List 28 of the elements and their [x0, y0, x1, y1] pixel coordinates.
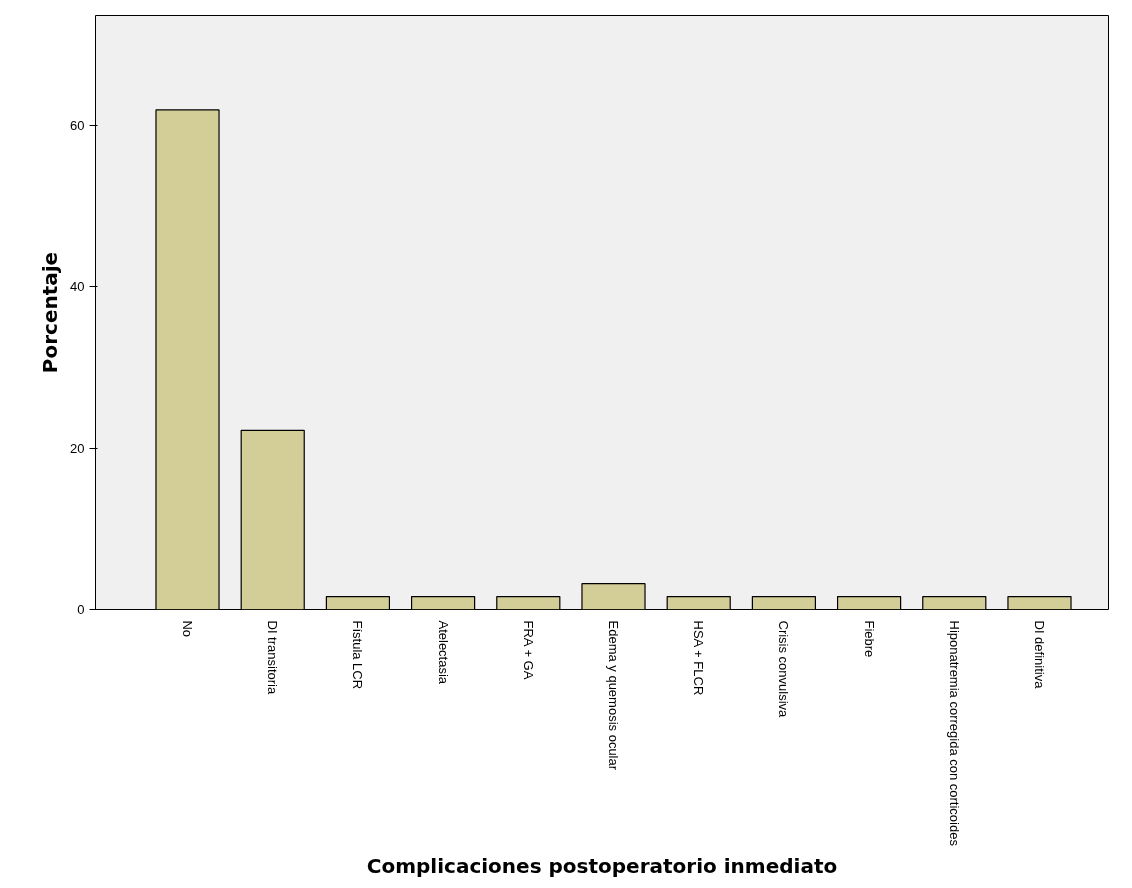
bar [922, 595, 987, 610]
x-tick-label: HSA + FLCR [691, 620, 707, 696]
x-axis-title: Complicaciones postoperatorio inmediato [366, 853, 838, 878]
bar [581, 583, 646, 610]
y-tick-label: 0 [77, 602, 85, 617]
x-tick-label: Atelectasia [435, 620, 451, 685]
bar [240, 429, 305, 610]
bar [836, 595, 902, 610]
x-tick-label: Crisis convulsiva [776, 620, 792, 719]
x-tick-label: DI transitoria [265, 620, 281, 695]
x-tick-label: Edema y quemosis ocular [606, 620, 621, 771]
y-tick-label: 60 [70, 117, 85, 133]
bar [1007, 595, 1072, 610]
bar [666, 595, 731, 610]
x-tick-label: Fiebre [861, 620, 877, 658]
x-tick-label: FRA + GA [520, 620, 536, 680]
x-tick-label: DI definitiva [1031, 620, 1047, 690]
bar [155, 109, 220, 610]
bar [496, 595, 561, 610]
bar [751, 595, 817, 610]
x-tick-label: No [180, 620, 196, 638]
x-tick-label: Hiponatremia corregida con corticoides [946, 620, 962, 847]
bar [325, 595, 391, 610]
y-tick-label: 40 [70, 279, 85, 295]
x-tick-label: Fístula LCR [350, 620, 366, 690]
bar [410, 595, 476, 610]
y-axis-title: Porcentaje [38, 251, 63, 374]
y-tick-label: 20 [70, 440, 85, 456]
